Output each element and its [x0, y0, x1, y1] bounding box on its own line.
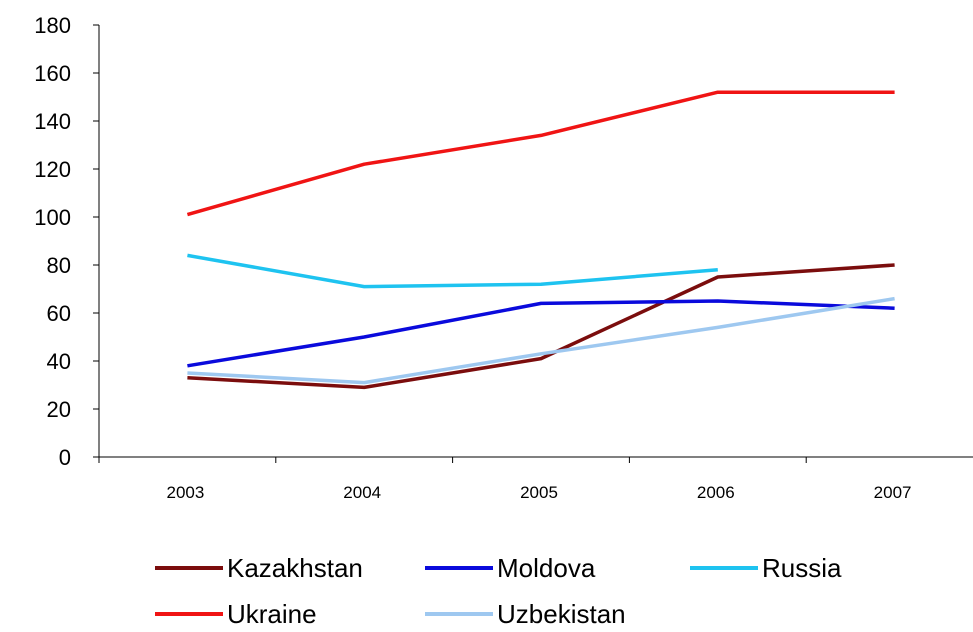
y-tick-label: 80	[47, 253, 71, 278]
y-axis-ticks: 0 20 40 60 80 100 120 140 160 180	[34, 13, 99, 470]
axes	[98, 25, 973, 458]
y-tick-label: 20	[47, 397, 71, 422]
x-tick-label: 2005	[520, 483, 558, 502]
y-tick-label: 140	[34, 109, 71, 134]
x-tick-label: 2007	[874, 483, 912, 502]
legend-label-uzbekistan: Uzbekistan	[497, 599, 626, 629]
x-tick-label: 2004	[343, 483, 381, 502]
series-lines	[186, 90, 895, 390]
y-tick-label: 0	[59, 445, 71, 470]
x-tick-label: 2006	[697, 483, 735, 502]
y-tick-label: 100	[34, 205, 71, 230]
legend-label-russia: Russia	[762, 553, 842, 583]
y-tick-label: 180	[34, 13, 71, 38]
x-tick-label: 2003	[166, 483, 204, 502]
y-tick-label: 60	[47, 301, 71, 326]
series-line-moldova	[187, 299, 895, 368]
y-tick-label: 120	[34, 157, 71, 182]
series-line-russia	[187, 253, 718, 289]
legend-label-moldova: Moldova	[497, 553, 596, 583]
series-line-ukraine	[186, 90, 895, 217]
legend-label-ukraine: Ukraine	[227, 599, 317, 629]
series-line-kazakhstan	[187, 263, 895, 390]
legend: Kazakhstan Moldova Russia Ukraine Uzbekistan	[155, 553, 842, 629]
y-tick-label: 160	[34, 61, 71, 86]
series-line-uzbekistan	[187, 296, 895, 385]
y-tick-label: 40	[47, 349, 71, 374]
x-axis-ticks: 2003 2004 2005 2006 2007	[98, 457, 912, 502]
legend-label-kazakhstan: Kazakhstan	[227, 553, 363, 583]
